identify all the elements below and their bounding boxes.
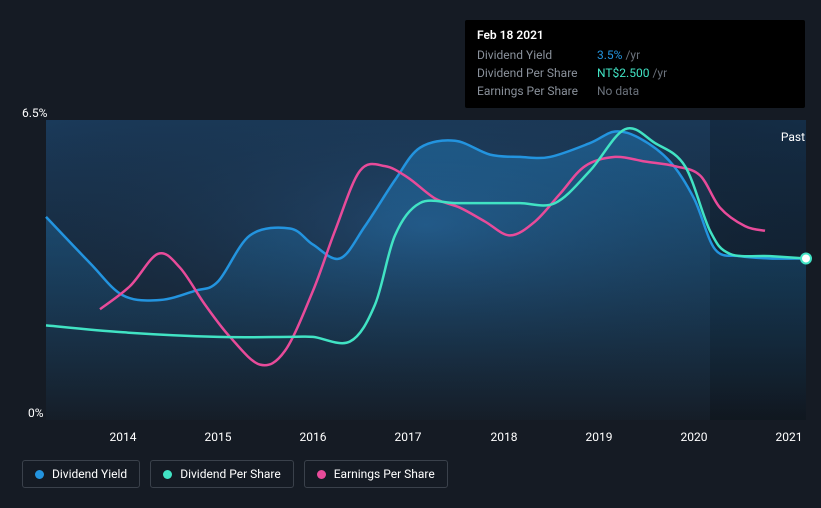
legend-label: Earnings Per Share: [334, 467, 435, 481]
legend-item[interactable]: Earnings Per Share: [304, 460, 448, 488]
y-axis-max-label: 6.5%: [22, 106, 47, 120]
x-axis-year: 2018: [491, 430, 518, 444]
x-axis-year: 2015: [205, 430, 232, 444]
x-axis-labels: 2014 2015 2016 2017 2018 2019 2020 2021: [0, 430, 821, 448]
tooltip-date: Feb 18 2021: [477, 28, 793, 46]
legend-dot-icon: [163, 470, 172, 479]
x-axis-year: 2014: [110, 430, 137, 444]
tooltip-row: Earnings Per ShareNo data: [477, 82, 793, 100]
past-region-label: Past: [781, 130, 805, 144]
x-axis-year: 2017: [395, 430, 422, 444]
x-axis-year: 2020: [681, 430, 708, 444]
y-axis-min-label: 0%: [28, 406, 44, 420]
tooltip-row-label: Dividend Per Share: [477, 66, 597, 80]
legend-dot-icon: [317, 470, 326, 479]
legend-item[interactable]: Dividend Per Share: [150, 460, 294, 488]
tooltip-rows: Dividend Yield3.5%/yrDividend Per ShareN…: [477, 46, 793, 100]
x-axis-year: 2016: [300, 430, 327, 444]
legend-item[interactable]: Dividend Yield: [22, 460, 140, 488]
tooltip-row-label: Dividend Yield: [477, 48, 597, 62]
x-axis-year: 2021: [776, 430, 803, 444]
tooltip-row-label: Earnings Per Share: [477, 84, 597, 98]
tooltip-row-value: NT$2.500/yr: [597, 66, 667, 80]
chart-legend: Dividend Yield Dividend Per Share Earnings…: [22, 460, 448, 488]
tooltip-row-value: 3.5%/yr: [597, 48, 640, 62]
legend-label: Dividend Per Share: [180, 467, 281, 481]
dividend-per-share-end-marker: [801, 253, 811, 263]
chart-tooltip: Feb 18 2021 Dividend Yield3.5%/yrDividen…: [465, 20, 805, 108]
x-axis-year: 2019: [586, 430, 613, 444]
tooltip-row-value: No data: [597, 84, 639, 98]
legend-dot-icon: [35, 470, 44, 479]
dividend-chart: Feb 18 2021 Dividend Yield3.5%/yrDividen…: [0, 0, 821, 508]
tooltip-row: Dividend Per ShareNT$2.500/yr: [477, 64, 793, 82]
tooltip-row: Dividend Yield3.5%/yr: [477, 46, 793, 64]
legend-label: Dividend Yield: [52, 467, 127, 481]
